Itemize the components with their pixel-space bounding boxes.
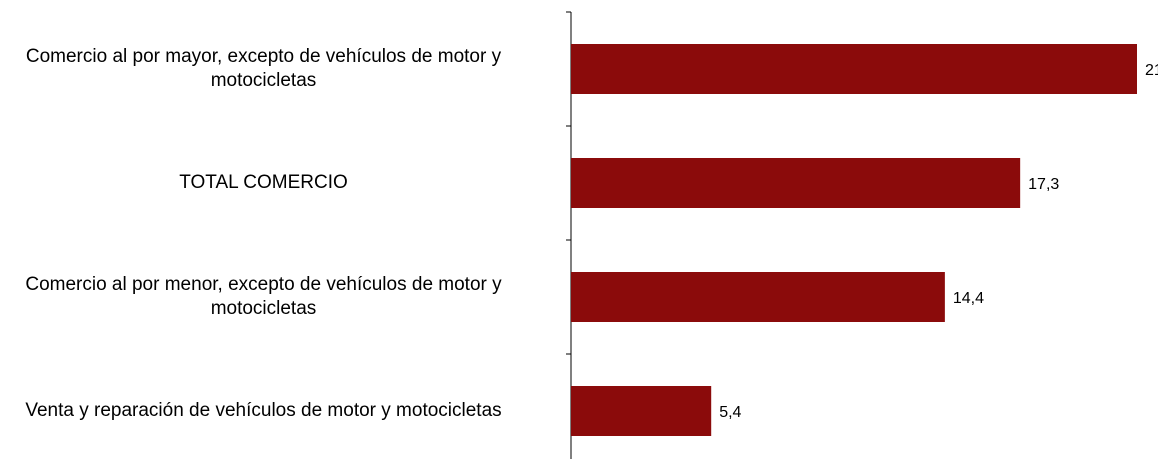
bar xyxy=(571,386,712,436)
category-label: Comercio al por menor, excepto de vehícu… xyxy=(25,274,502,319)
bar xyxy=(571,158,1021,208)
data-label: 17,3 xyxy=(1028,176,1059,193)
bar xyxy=(571,272,945,322)
data-label: 21,8 xyxy=(1145,62,1158,79)
category-label: Venta y reparación de vehículos de motor… xyxy=(25,400,502,421)
bar xyxy=(571,44,1137,94)
category-label: TOTAL COMERCIO xyxy=(179,172,348,193)
data-label: 5,4 xyxy=(719,404,741,421)
category-label: Comercio al por mayor, excepto de vehícu… xyxy=(25,46,502,91)
data-label: 14,4 xyxy=(953,290,984,307)
